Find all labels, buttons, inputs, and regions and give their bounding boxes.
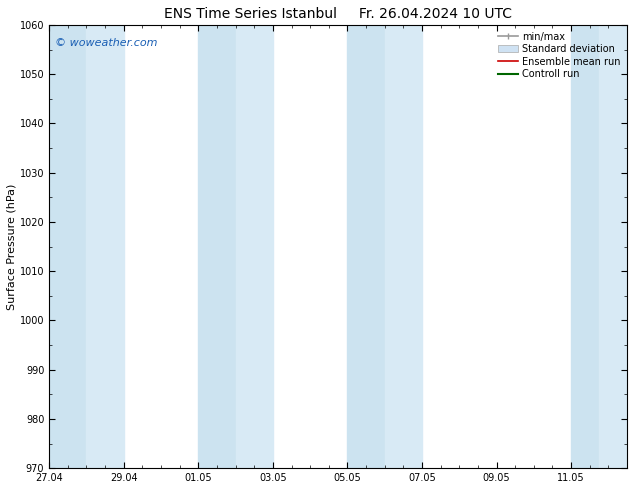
Bar bbox=[49, 25, 86, 468]
Bar bbox=[236, 25, 273, 468]
Bar bbox=[347, 25, 385, 468]
Bar bbox=[571, 25, 599, 468]
Text: © woweather.com: © woweather.com bbox=[55, 38, 157, 48]
Bar bbox=[86, 25, 124, 468]
Bar bbox=[599, 25, 627, 468]
Bar bbox=[198, 25, 236, 468]
Legend: min/max, Standard deviation, Ensemble mean run, Controll run: min/max, Standard deviation, Ensemble me… bbox=[496, 30, 622, 81]
Title: ENS Time Series Istanbul     Fr. 26.04.2024 10 UTC: ENS Time Series Istanbul Fr. 26.04.2024 … bbox=[164, 7, 512, 21]
Y-axis label: Surface Pressure (hPa): Surface Pressure (hPa) bbox=[7, 183, 17, 310]
Bar bbox=[385, 25, 422, 468]
